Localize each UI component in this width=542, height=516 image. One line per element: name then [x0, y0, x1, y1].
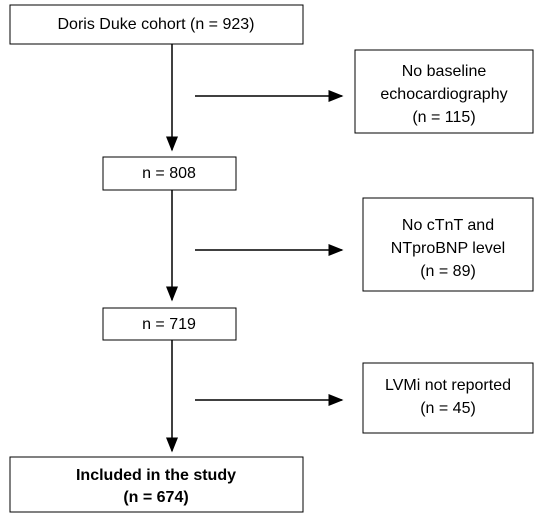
exclusion-box — [362, 197, 534, 292]
box-text: (n = 45) — [420, 400, 476, 417]
box-text: LVMi not reported — [385, 377, 511, 394]
box — [102, 156, 237, 191]
exclusion-box — [354, 49, 534, 134]
box-text: echocardiography — [380, 86, 507, 103]
box-text: No cTnT and — [402, 217, 494, 234]
exclusion-box — [362, 362, 534, 434]
box-text: No baseline — [402, 63, 487, 80]
box — [9, 4, 304, 45]
box-text: (n = 674) — [123, 489, 188, 506]
box-text: n = 808 — [142, 165, 196, 182]
box-text: (n = 115) — [412, 109, 475, 126]
box-text: n = 719 — [142, 316, 196, 333]
box — [102, 307, 237, 341]
box-text: NTproBNP level — [391, 240, 505, 257]
box-text: (n = 89) — [420, 263, 476, 280]
box — [9, 456, 304, 513]
box-text: Included in the study — [76, 467, 236, 484]
box-text: Doris Duke cohort (n = 923) — [58, 16, 255, 33]
